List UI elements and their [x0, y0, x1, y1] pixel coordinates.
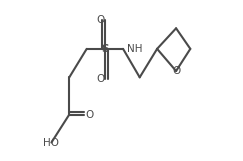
- Text: O: O: [172, 66, 180, 76]
- Text: O: O: [85, 109, 93, 119]
- Text: NH: NH: [127, 44, 143, 54]
- Text: O: O: [97, 15, 105, 25]
- Text: S: S: [101, 44, 109, 54]
- Text: O: O: [97, 74, 105, 84]
- Text: HO: HO: [43, 137, 59, 147]
